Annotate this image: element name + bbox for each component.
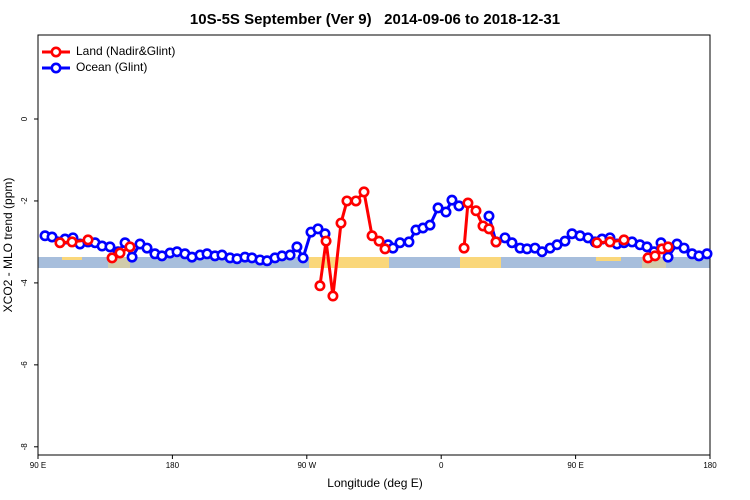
map-strip	[38, 257, 710, 268]
data-point	[446, 194, 458, 206]
data-point	[106, 252, 118, 264]
legend-label: Land (Nadir&Glint)	[76, 44, 175, 58]
data-point	[327, 290, 339, 302]
y-tick-label: -6	[20, 361, 29, 369]
data-point	[54, 237, 66, 249]
data-point	[335, 217, 347, 229]
series-line	[59, 188, 669, 297]
chart-title: 10S-5S September (Ver 9) 2014-09-06 to 2…	[190, 11, 560, 28]
legend-marker	[50, 46, 62, 58]
data-point	[453, 200, 465, 212]
data-point	[314, 280, 326, 292]
x-tick-label: 90 W	[297, 461, 316, 470]
legend-marker	[50, 62, 62, 74]
data-point	[312, 223, 324, 235]
data-point	[618, 234, 630, 246]
data-point	[490, 236, 502, 248]
x-tick-label: 90 E	[567, 461, 583, 470]
data-point	[366, 230, 378, 242]
x-axis-label: Longitude (deg E)	[327, 476, 422, 490]
data-point	[379, 243, 391, 255]
data-point	[662, 251, 674, 263]
y-axis-label: XCO2 - MLO trend (ppm)	[1, 178, 15, 313]
land-band	[108, 257, 130, 268]
data-point	[470, 205, 482, 217]
data-point	[641, 241, 653, 253]
data-point	[320, 235, 332, 247]
data-point	[141, 242, 153, 254]
data-point	[403, 236, 415, 248]
data-point	[432, 202, 444, 214]
data-point	[82, 234, 94, 246]
land-band	[460, 257, 501, 268]
data-point	[291, 241, 303, 253]
data-point	[284, 249, 296, 261]
x-tick-label: 0	[439, 461, 444, 470]
data-point	[559, 235, 571, 247]
y-tick-label: -8	[20, 443, 29, 451]
data-point	[46, 231, 58, 243]
data-point	[591, 237, 603, 249]
data-point	[424, 219, 436, 231]
data-point	[499, 232, 511, 244]
data-point	[394, 237, 406, 249]
data-point	[604, 236, 616, 248]
land-band	[596, 257, 621, 261]
x-tick-label: 90 E	[30, 461, 46, 470]
y-tick-label: -2	[20, 197, 29, 205]
data-point	[350, 195, 362, 207]
data-point	[66, 236, 78, 248]
data-point	[297, 252, 309, 264]
plot-frame	[37, 34, 711, 456]
x-tick-label: 180	[703, 461, 717, 470]
data-point	[649, 250, 661, 262]
data-point	[104, 241, 116, 253]
data-point	[678, 242, 690, 254]
y-tick-label: -4	[20, 279, 29, 287]
x-tick-label: 180	[166, 461, 180, 470]
data-point	[462, 197, 474, 209]
data-point	[701, 248, 713, 260]
data-point	[458, 242, 470, 254]
data-point	[358, 186, 370, 198]
data-point	[483, 223, 495, 235]
data-point	[126, 251, 138, 263]
data-point	[483, 210, 495, 222]
land-band	[642, 257, 666, 268]
data-point	[373, 235, 385, 247]
land-band	[62, 257, 82, 260]
data-point	[341, 195, 353, 207]
data-point	[114, 247, 126, 259]
data-point	[124, 241, 136, 253]
data-point	[506, 237, 518, 249]
y-tick-label: 0	[20, 116, 29, 121]
data-point	[440, 206, 452, 218]
legend-label: Ocean (Glint)	[76, 60, 147, 74]
data-point	[662, 241, 674, 253]
land-band	[309, 257, 389, 268]
